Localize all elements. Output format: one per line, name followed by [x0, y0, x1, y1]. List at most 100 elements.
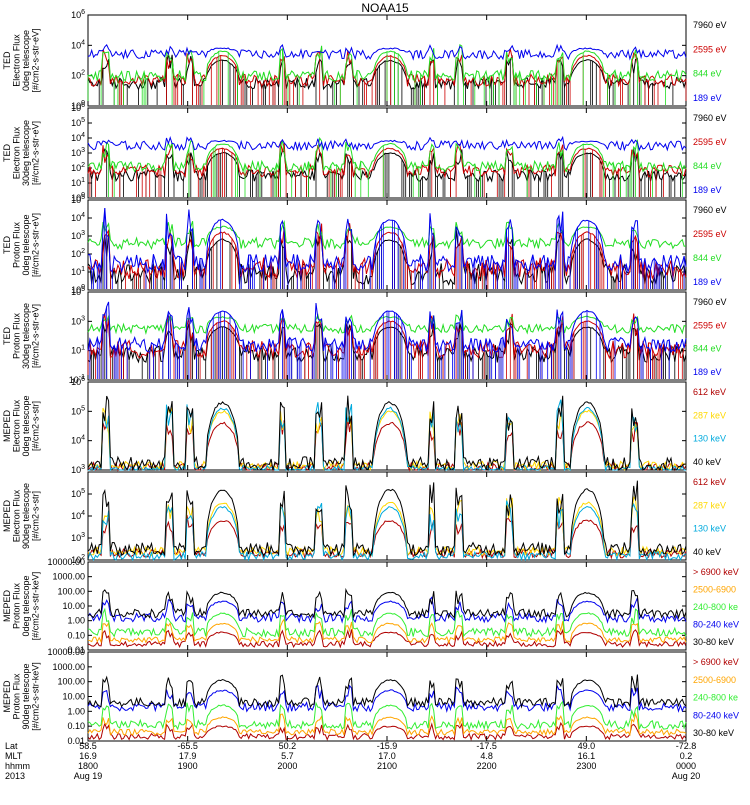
legend-label: 612 keV	[693, 477, 726, 487]
legend-label: 30-80 keV	[693, 728, 734, 738]
series-line	[87, 721, 687, 741]
x-tick-label: -65.5	[177, 741, 198, 751]
y-axis-label: [#/cm2-s-str-eV]	[31, 304, 41, 368]
series-line	[87, 683, 687, 714]
y-tick-label: 102	[71, 70, 85, 81]
legend-label: 189 eV	[693, 185, 722, 195]
x-tick-label: 49.0	[578, 741, 596, 751]
legend-label: 2595 eV	[693, 229, 727, 239]
legend-label: 844 eV	[693, 344, 722, 354]
series-line	[87, 480, 687, 558]
x-tick-label: 0000	[676, 761, 696, 771]
legend-label: 189 eV	[693, 277, 722, 287]
y-tick-label: 101	[71, 177, 85, 188]
series-dropouts	[108, 144, 683, 197]
y-tick-label: 10-1	[69, 374, 85, 385]
x-tick-label: Aug 19	[74, 771, 103, 781]
x-tick-label: 0.2	[680, 751, 693, 761]
y-axis-label: Electron Flux	[12, 34, 22, 87]
y-tick-label: 1.00	[67, 616, 85, 626]
legend-label: 40 keV	[693, 457, 721, 467]
y-axis-label: [#/cm2-s-str-eV]	[31, 28, 41, 92]
y-tick-label: 102	[71, 554, 85, 565]
legend-label: > 6900 keV	[693, 567, 739, 577]
y-tick-label: 101	[71, 345, 85, 356]
y-tick-label: 103	[71, 464, 85, 475]
y-axis-label: 0deg telescope	[21, 30, 31, 91]
figure-title: NOAA15	[361, 1, 409, 15]
x-row-label: Lat	[5, 741, 18, 751]
series-line	[87, 587, 687, 620]
y-tick-label: 1000.00	[52, 572, 85, 582]
series-dropouts	[91, 208, 685, 289]
series-line	[87, 617, 687, 645]
y-tick-label: 0.01	[67, 736, 85, 746]
legend-label: 2595 eV	[693, 137, 727, 147]
series-line	[87, 228, 687, 286]
y-axis-label: MEPED	[2, 590, 12, 623]
series-line	[87, 700, 687, 731]
y-axis-label: Electron Flux	[12, 126, 22, 179]
series-line	[87, 43, 687, 61]
y-axis-label: 90deg telescope	[21, 483, 31, 549]
series-line	[87, 495, 687, 558]
legend-label: 240-800 ke	[693, 602, 738, 612]
y-tick-label: 102	[71, 248, 85, 259]
series-line	[87, 500, 687, 562]
legend-label: 189 eV	[693, 367, 722, 377]
x-row-label: 2013	[5, 771, 25, 781]
legend-label: 287 keV	[693, 410, 726, 420]
y-tick-label: 104	[71, 212, 85, 223]
x-tick-label: Aug 20	[672, 771, 701, 781]
y-axis-label: Proton Flux	[12, 312, 22, 359]
y-tick-label: 104	[71, 510, 85, 521]
x-tick-label: 5.7	[281, 751, 294, 761]
y-tick-label: 10000.00	[47, 647, 85, 657]
y-axis-label: MEPED	[2, 410, 12, 443]
y-tick-label: 103	[71, 315, 85, 326]
legend-label: 2595 eV	[693, 320, 727, 330]
legend-label: 844 eV	[693, 253, 722, 263]
y-axis-label: Electron Flux	[12, 399, 22, 452]
y-axis-label: 30deg telescope	[21, 303, 31, 369]
legend-label: 287 keV	[693, 500, 726, 510]
y-axis-label: MEPED	[2, 680, 12, 713]
y-tick-label: 1.00	[67, 706, 85, 716]
series-dropouts	[91, 149, 687, 197]
x-row-label: MLT	[5, 751, 23, 761]
y-axis-label: Proton Flux	[12, 582, 22, 629]
y-tick-label: 10.00	[62, 601, 85, 611]
y-tick-label: 105	[71, 117, 85, 128]
legend-label: 7960 eV	[693, 205, 727, 215]
series-line	[87, 628, 687, 649]
legend-label: 80-240 keV	[693, 620, 739, 630]
panel-frame	[87, 561, 687, 651]
legend-label: 844 eV	[693, 161, 722, 171]
y-axis-label: TED	[2, 235, 12, 254]
legend-label: 7960 eV	[693, 297, 727, 307]
y-tick-label: 0.10	[67, 630, 85, 640]
series-line	[87, 141, 687, 179]
y-tick-label: 104	[71, 39, 85, 50]
series-line	[87, 395, 686, 472]
y-tick-label: 100.00	[57, 586, 85, 596]
series-dropouts	[87, 48, 666, 105]
x-tick-label: 17.9	[179, 751, 197, 761]
y-tick-label: 103	[71, 230, 85, 241]
y-tick-label: 10.00	[62, 692, 85, 702]
y-axis-label: Electron Flux	[12, 489, 22, 542]
y-tick-label: 10000.00	[47, 557, 85, 567]
series-line	[87, 607, 687, 638]
x-tick-label: 1900	[178, 761, 198, 771]
series-line	[87, 136, 687, 174]
series-line	[87, 674, 687, 709]
y-axis-label: [#/cm2-s-str-keV]	[31, 572, 41, 641]
y-tick-label: 105	[71, 194, 85, 205]
y-axis-label: [#/cm2-s-str-keV]	[31, 662, 41, 731]
y-axis-label: 0deg telescope	[21, 575, 31, 636]
legend-label: 7960 eV	[693, 113, 727, 123]
y-tick-label: 105	[71, 286, 85, 297]
series-line	[87, 712, 687, 737]
